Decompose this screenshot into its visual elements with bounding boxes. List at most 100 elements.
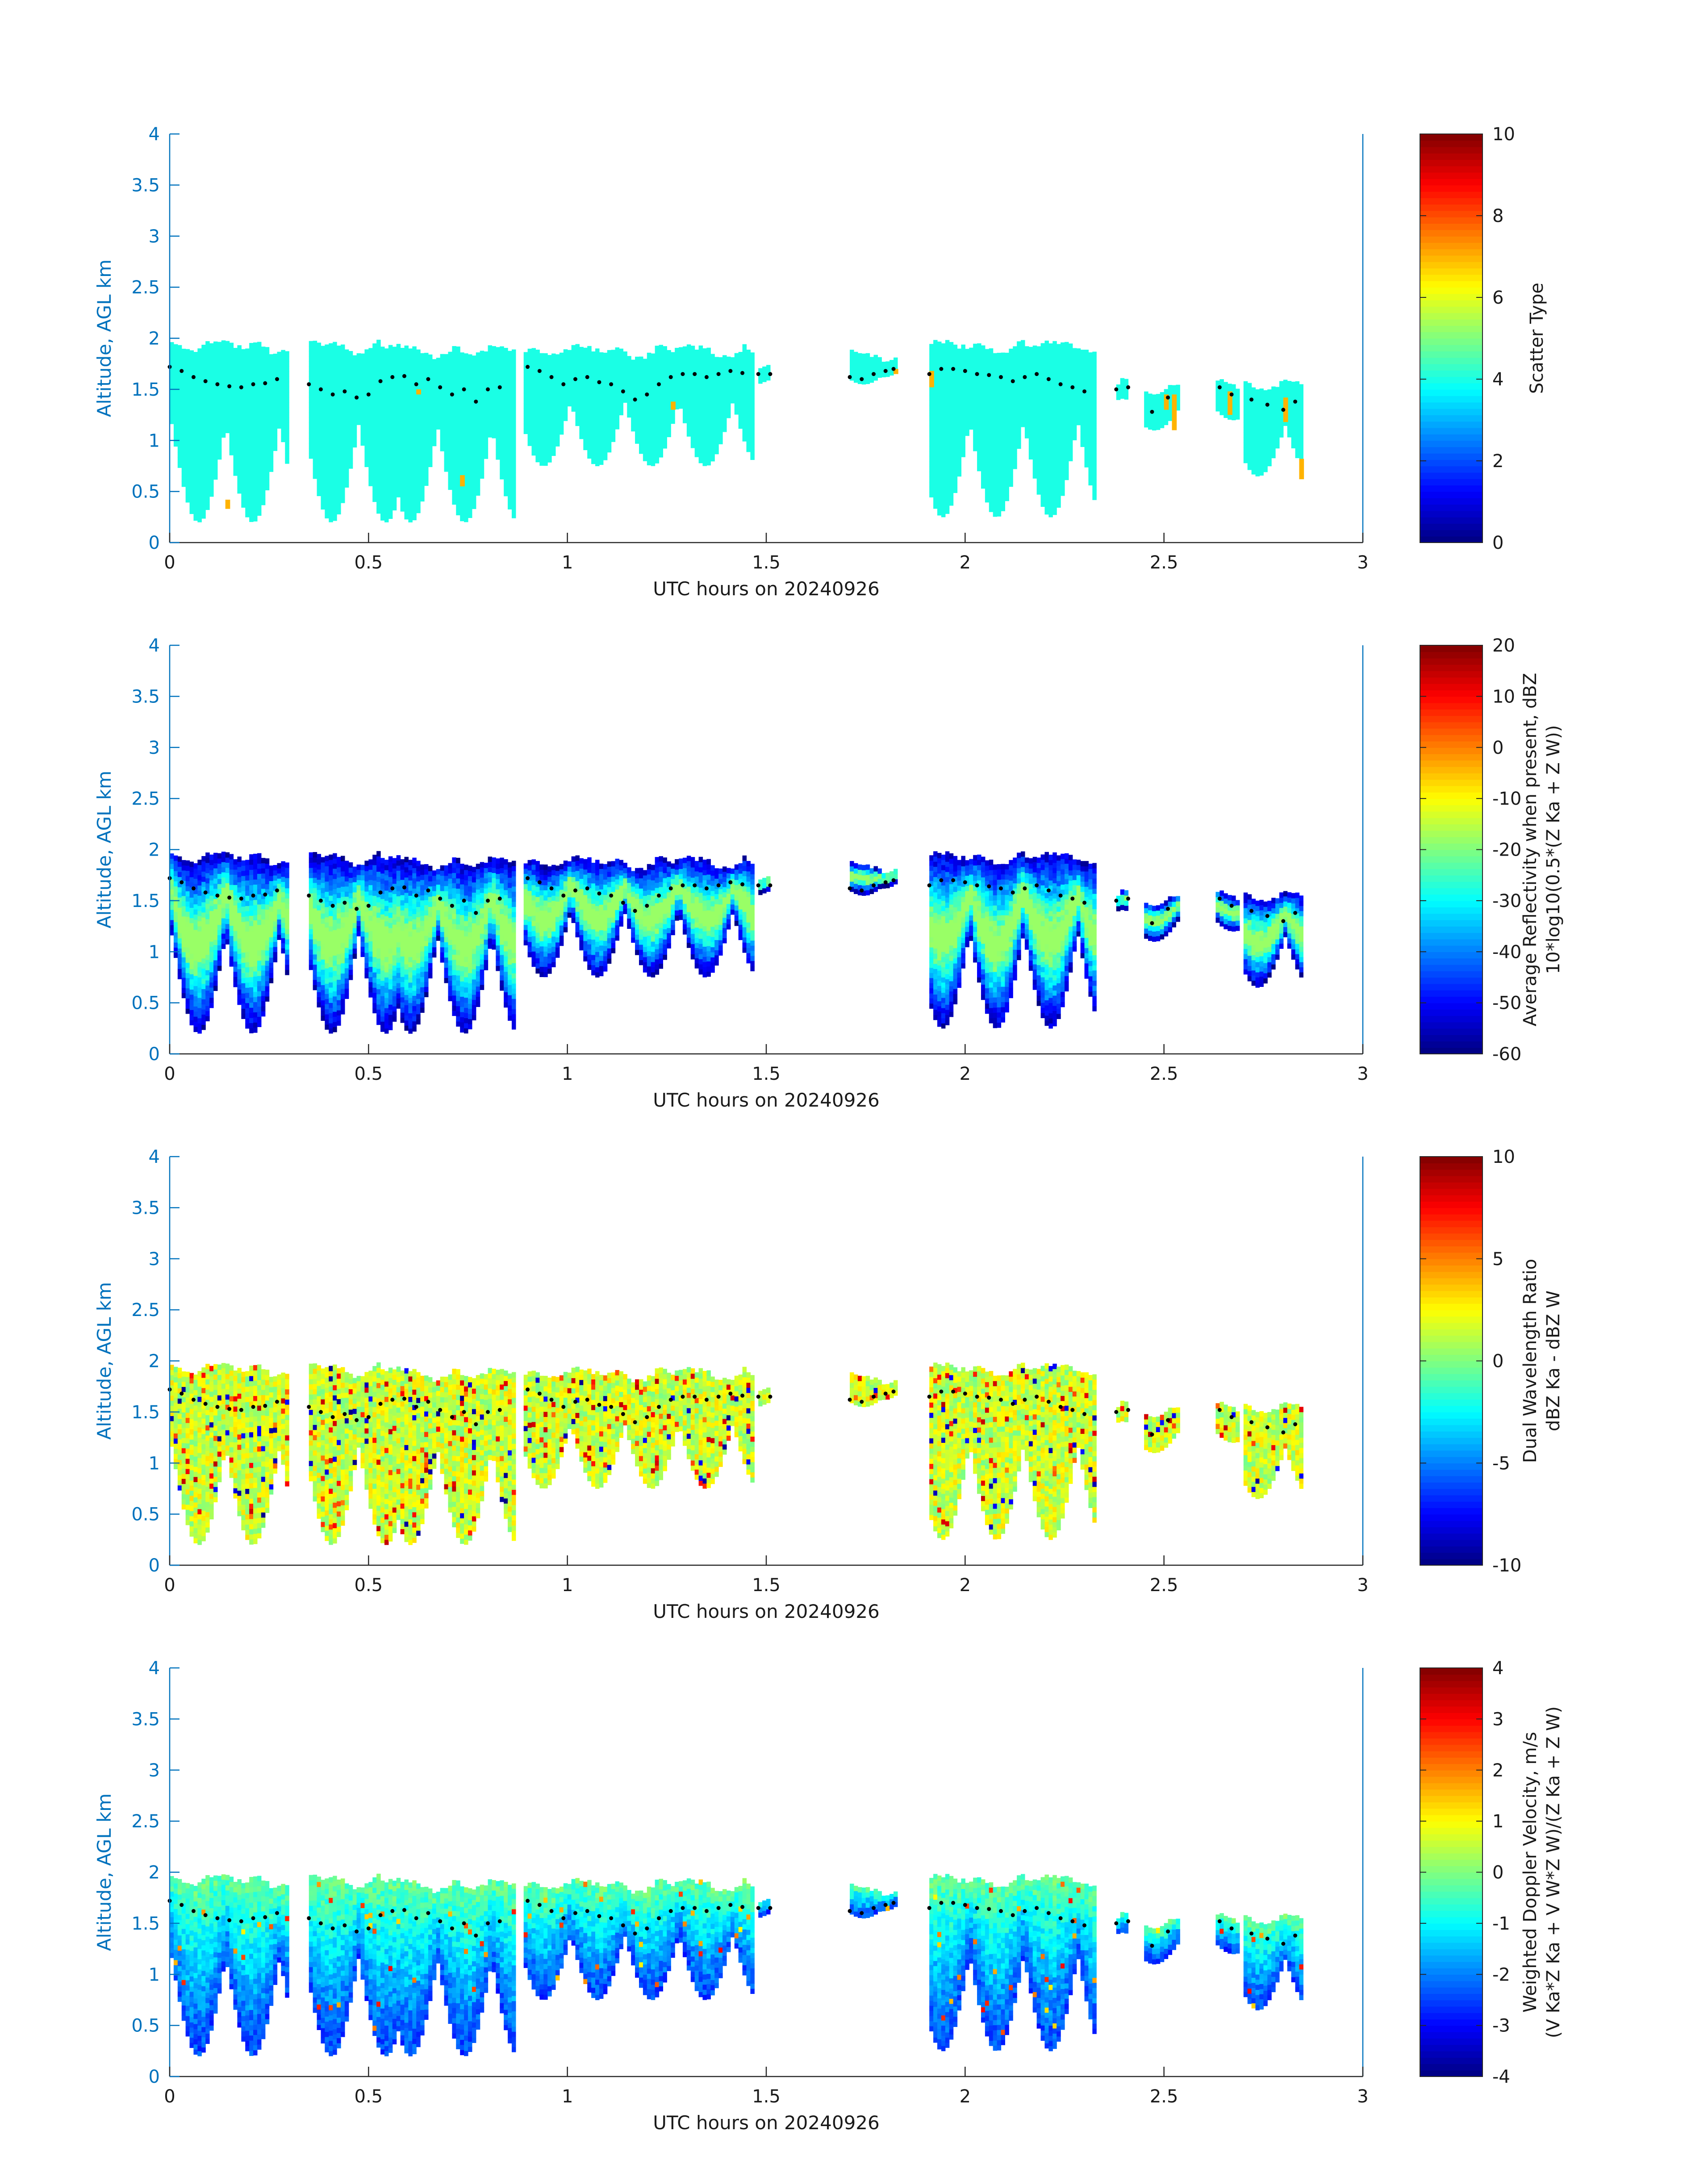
data-cell bbox=[476, 352, 480, 358]
data-cell bbox=[404, 412, 409, 418]
data-cell bbox=[261, 393, 266, 398]
data-cell bbox=[504, 485, 508, 491]
data-cell bbox=[285, 453, 289, 459]
data-cell bbox=[647, 409, 651, 414]
data-cell bbox=[504, 475, 508, 481]
data-cell bbox=[241, 369, 246, 375]
data-cell bbox=[1068, 430, 1073, 436]
data-cell bbox=[245, 430, 250, 436]
data-cell bbox=[750, 357, 755, 363]
data-cell bbox=[360, 364, 365, 369]
data-cell bbox=[177, 396, 182, 402]
data-cell bbox=[448, 377, 452, 383]
data-cell bbox=[933, 350, 938, 356]
data-cell bbox=[651, 430, 656, 436]
data-cell bbox=[321, 494, 325, 500]
data-cell bbox=[635, 356, 639, 362]
data-cell bbox=[985, 481, 990, 487]
data-cell bbox=[726, 413, 731, 418]
data-cell bbox=[535, 441, 540, 447]
data-cell bbox=[1052, 366, 1057, 372]
data-cell bbox=[1271, 391, 1276, 397]
data-cell bbox=[750, 398, 755, 404]
data-cell bbox=[997, 475, 1002, 481]
data-cell bbox=[1024, 433, 1029, 439]
data-cell bbox=[973, 384, 977, 390]
data-cell bbox=[663, 387, 667, 393]
data-cell bbox=[352, 355, 357, 361]
data-cell bbox=[325, 493, 329, 498]
data-cell bbox=[329, 343, 333, 349]
data-cell bbox=[468, 385, 472, 391]
data-cell bbox=[603, 363, 608, 368]
data-cell bbox=[607, 421, 612, 427]
data-cell bbox=[285, 448, 289, 454]
data-cell bbox=[977, 405, 981, 410]
cloud-top-marker bbox=[366, 392, 371, 397]
data-cell bbox=[265, 485, 270, 491]
data-cell bbox=[412, 428, 417, 434]
data-cell bbox=[1120, 383, 1125, 389]
data-cell bbox=[245, 409, 250, 415]
data-cell bbox=[639, 433, 643, 439]
data-cell bbox=[1068, 415, 1073, 421]
data-cell bbox=[508, 351, 512, 356]
data-cell bbox=[1032, 391, 1037, 397]
data-cell bbox=[193, 382, 198, 388]
data-cell bbox=[344, 400, 349, 406]
data-cell bbox=[937, 474, 942, 480]
data-cell bbox=[651, 379, 656, 384]
data-cell bbox=[1048, 501, 1053, 507]
data-cell bbox=[476, 439, 480, 445]
data-cell bbox=[559, 373, 564, 379]
data-cell bbox=[468, 472, 472, 477]
data-cell bbox=[229, 429, 234, 435]
data-cell bbox=[973, 379, 977, 385]
data-cell bbox=[1263, 441, 1268, 447]
data-cell bbox=[372, 369, 377, 375]
data-cell bbox=[742, 410, 747, 416]
data-cell bbox=[555, 390, 560, 396]
data-cell bbox=[1009, 389, 1013, 395]
data-cell bbox=[675, 353, 679, 359]
data-cell bbox=[317, 393, 322, 399]
data-cell bbox=[1068, 359, 1073, 364]
data-cell bbox=[428, 359, 433, 365]
data-cell bbox=[480, 422, 484, 428]
data-cell bbox=[404, 463, 409, 468]
data-cell bbox=[1259, 439, 1264, 445]
data-cell bbox=[1247, 398, 1252, 404]
data-cell bbox=[376, 431, 381, 437]
data-cell bbox=[698, 355, 703, 361]
data-cell bbox=[1061, 485, 1065, 491]
data-cell bbox=[631, 395, 635, 401]
data-cell bbox=[229, 424, 234, 430]
data-cell bbox=[185, 415, 190, 421]
data-cell bbox=[1215, 391, 1220, 397]
data-cell bbox=[694, 426, 699, 432]
data-cell bbox=[1247, 388, 1252, 393]
data-cell bbox=[694, 447, 699, 452]
data-cell bbox=[253, 419, 258, 425]
data-cell bbox=[957, 405, 962, 410]
data-cell bbox=[392, 439, 397, 444]
data-cell bbox=[702, 394, 707, 400]
data-cell bbox=[635, 428, 639, 434]
colorbar-swatch bbox=[1420, 440, 1482, 447]
data-cell bbox=[396, 374, 401, 380]
data-cell bbox=[1080, 375, 1085, 381]
data-cell bbox=[738, 372, 743, 378]
data-cell bbox=[539, 399, 544, 405]
data-cell bbox=[619, 354, 623, 359]
data-cell bbox=[261, 418, 266, 424]
scatter-type-highlight bbox=[416, 389, 421, 395]
data-cell bbox=[253, 393, 258, 399]
data-cell bbox=[1001, 444, 1005, 450]
data-cell bbox=[273, 369, 278, 375]
data-cell bbox=[428, 364, 433, 370]
data-cell bbox=[181, 359, 186, 364]
data-cell bbox=[563, 415, 568, 421]
data-cell bbox=[730, 377, 735, 383]
data-cell bbox=[961, 451, 965, 457]
data-cell bbox=[460, 378, 464, 384]
